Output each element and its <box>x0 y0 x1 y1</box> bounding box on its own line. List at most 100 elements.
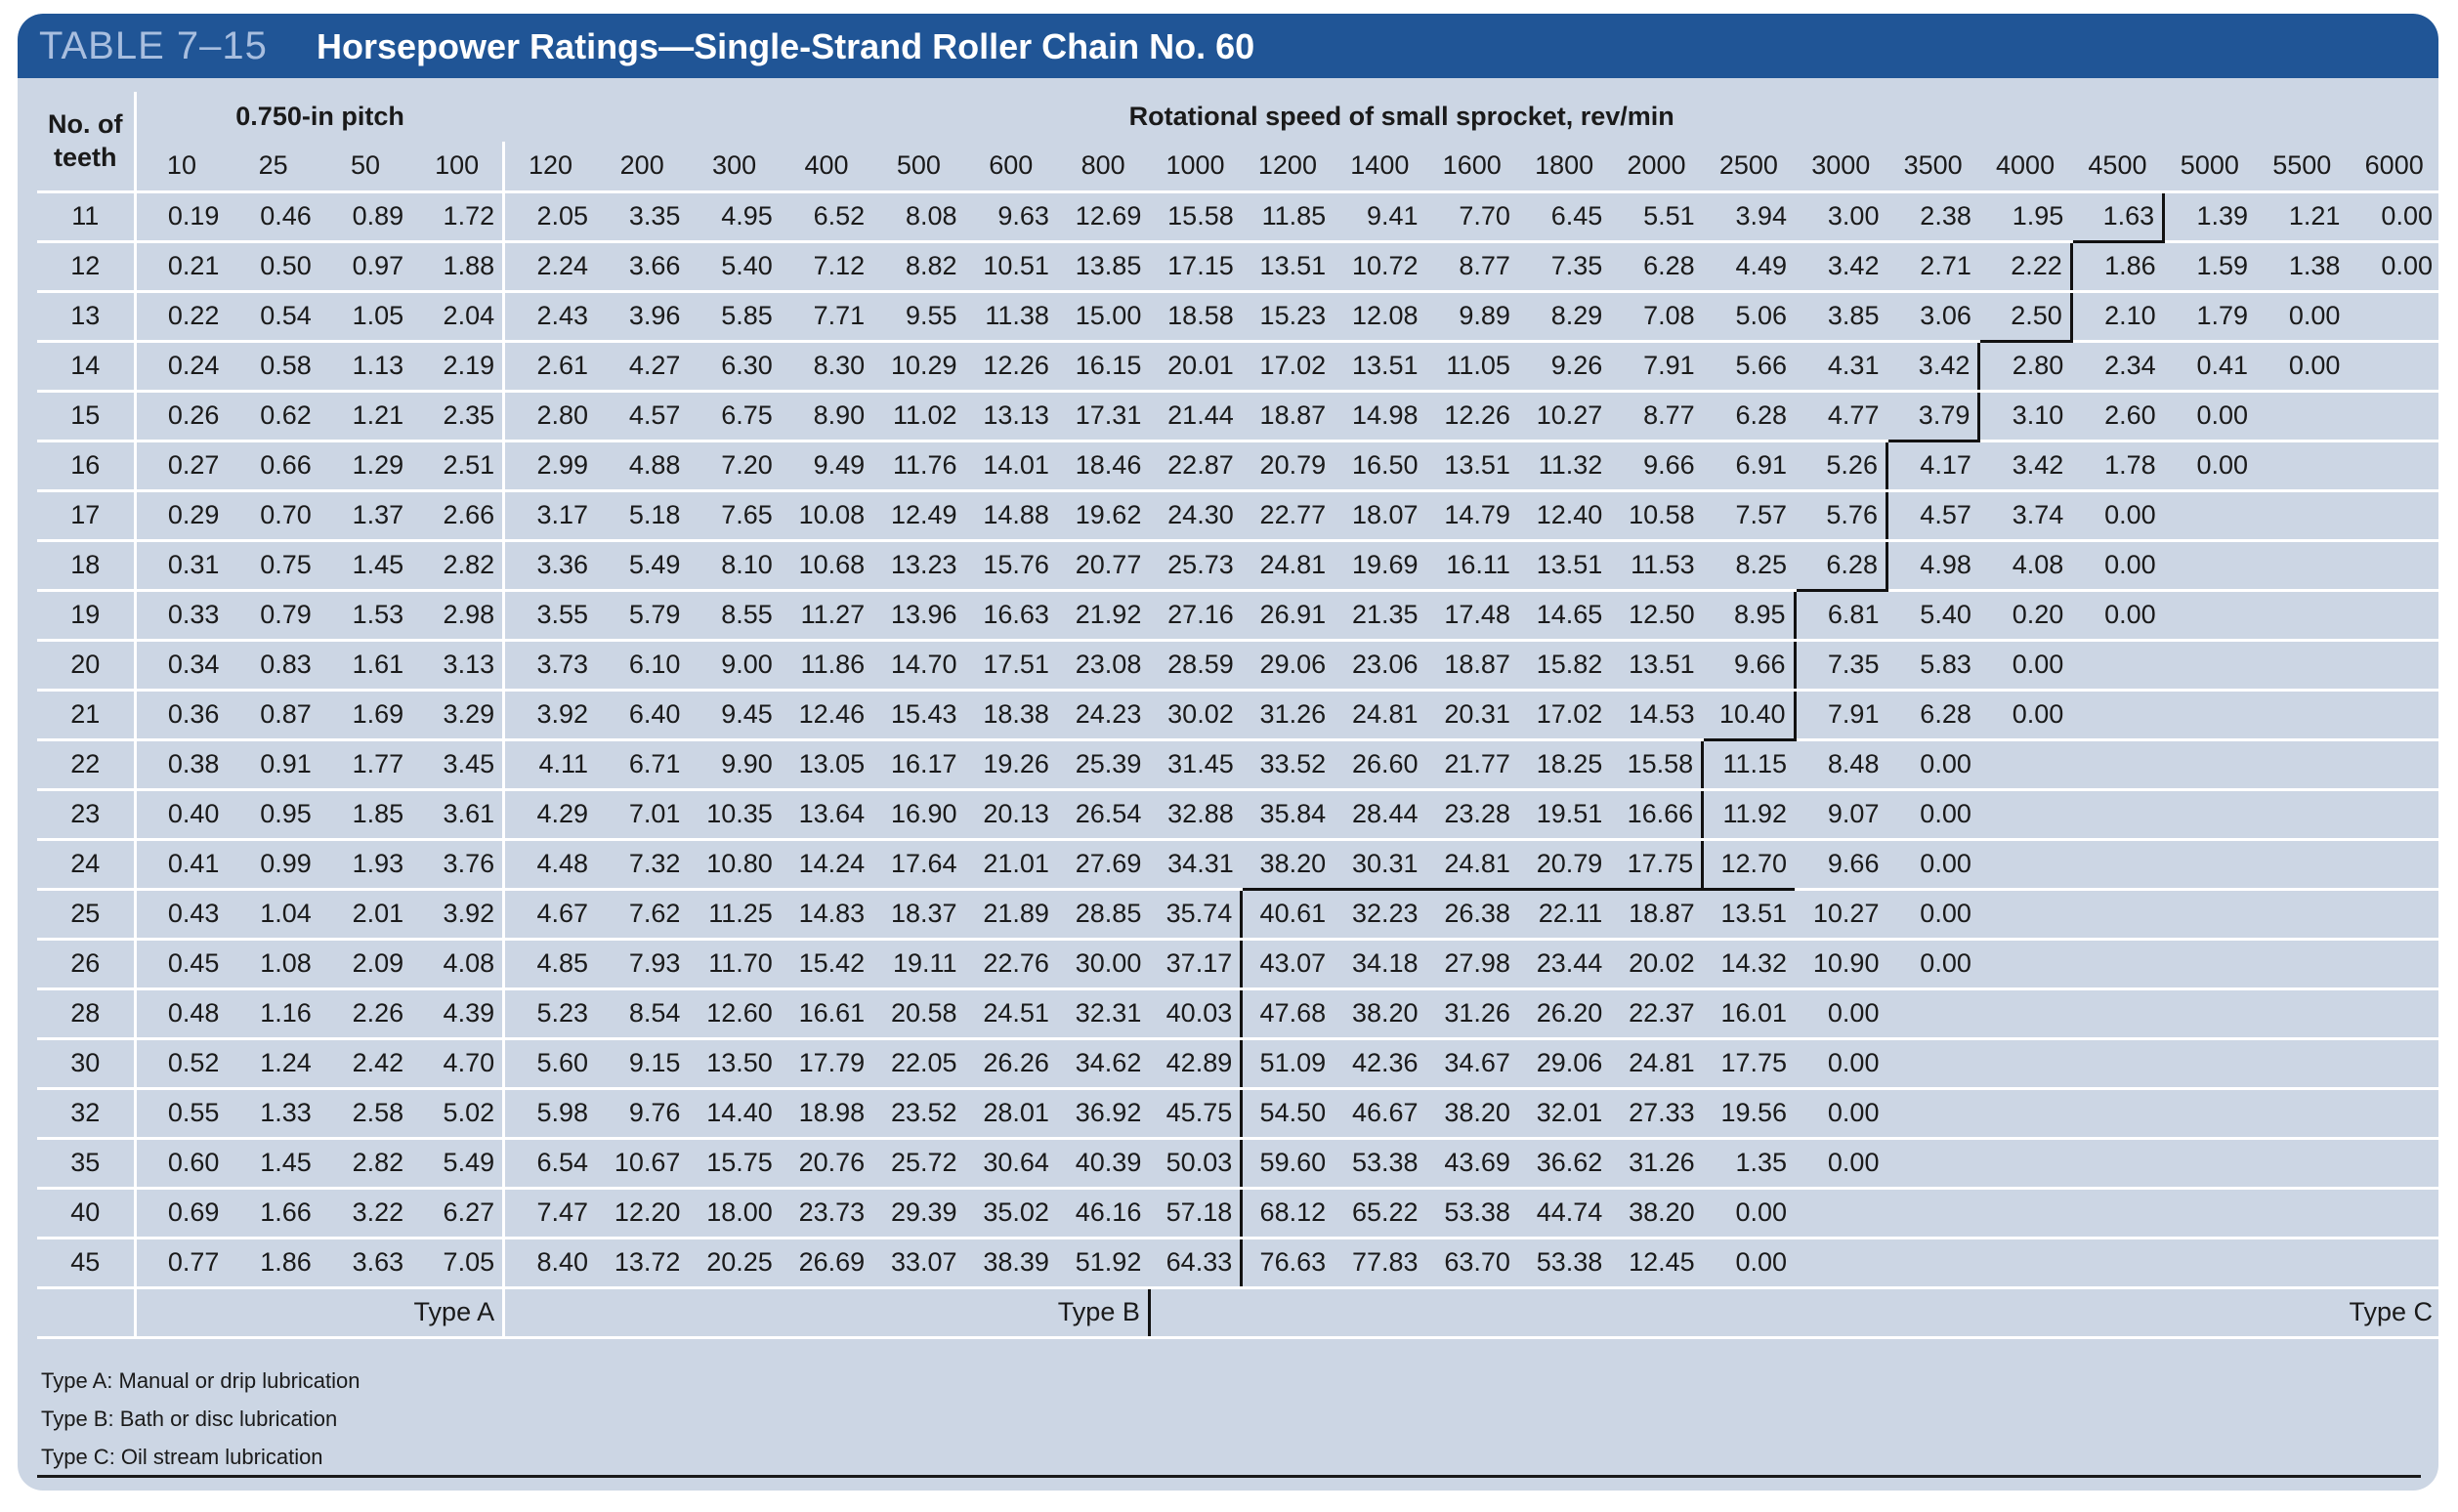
value-cell: 0.60 <box>133 1138 228 1190</box>
value-cell <box>2348 590 2438 642</box>
value-cell <box>2348 839 2438 891</box>
value-cell: 0.66 <box>227 441 319 492</box>
value-cell: 0.00 <box>2163 391 2257 442</box>
teeth-cell: 26 <box>37 939 135 990</box>
value-cell: 4.85 <box>502 939 596 990</box>
value-cell: 10.27 <box>1795 889 1887 941</box>
value-cell: 0.00 <box>1886 789 1979 841</box>
value-cell: 30.00 <box>1056 939 1150 990</box>
value-cell: 1.33 <box>227 1088 319 1140</box>
value-cell <box>2163 839 2257 891</box>
value-cell: 19.69 <box>1334 540 1426 592</box>
value-cell: 18.38 <box>964 690 1057 741</box>
value-cell <box>2071 690 2164 741</box>
value-cell: 0.21 <box>133 241 228 293</box>
value-cell: 2.82 <box>318 1138 412 1190</box>
value-cell: 5.98 <box>502 1088 596 1140</box>
value-cell <box>2071 1238 2164 1289</box>
value-cell: 54.50 <box>1241 1088 1335 1140</box>
value-cell: 30.64 <box>964 1138 1057 1190</box>
value-cell: 23.08 <box>1056 640 1150 692</box>
value-cell: 11.76 <box>872 441 965 492</box>
value-cell <box>2348 939 2438 990</box>
value-cell: 24.81 <box>1241 540 1335 592</box>
value-cell: 24.23 <box>1056 690 1150 741</box>
value-cell: 6.10 <box>596 640 689 692</box>
value-cell: 2.50 <box>1978 291 2073 343</box>
value-cell <box>2256 789 2349 841</box>
value-cell: 3.73 <box>502 640 596 692</box>
value-cell: 20.02 <box>1610 939 1703 990</box>
value-cell: 0.43 <box>133 889 228 941</box>
speed-header: 10 <box>133 142 228 193</box>
value-cell <box>1978 1238 2072 1289</box>
value-cell: 9.55 <box>872 291 965 343</box>
value-cell: 6.52 <box>780 191 873 243</box>
value-cell: 2.34 <box>2071 341 2164 393</box>
value-cell: 36.92 <box>1056 1088 1150 1140</box>
value-cell: 12.70 <box>1702 839 1796 891</box>
value-cell: 0.20 <box>1978 590 2072 642</box>
table-row: 11 0.19 0.46 0.89 1.72 2.05 3.35 4.95 6.52 8.08 9.… <box>37 191 2438 243</box>
value-cell: 2.04 <box>411 291 504 343</box>
speed-header: 200 <box>596 142 689 193</box>
value-cell: 6.40 <box>596 690 689 741</box>
value-cell <box>2071 889 2164 941</box>
table-row: 32 0.55 1.33 2.58 5.02 5.98 9.76 14.40 18.98 23.5… <box>37 1088 2438 1140</box>
value-cell: 0.46 <box>227 191 319 243</box>
value-cell: 3.61 <box>411 789 504 841</box>
value-cell: 24.30 <box>1149 490 1242 542</box>
value-cell: 13.51 <box>1334 341 1426 393</box>
value-cell: 24.81 <box>1334 690 1426 741</box>
value-cell: 9.89 <box>1425 291 1518 343</box>
value-cell: 0.19 <box>133 191 228 243</box>
speed-header: 400 <box>780 142 873 193</box>
value-cell: 9.00 <box>688 640 781 692</box>
value-cell: 2.98 <box>411 590 504 642</box>
value-cell: 37.17 <box>1149 939 1244 990</box>
value-cell: 23.52 <box>872 1088 965 1140</box>
value-cell: 38.20 <box>1241 839 1335 891</box>
teeth-cell: 14 <box>37 341 135 393</box>
value-cell: 8.77 <box>1425 241 1518 293</box>
value-cell: 13.64 <box>780 789 873 841</box>
value-cell: 0.77 <box>133 1238 228 1289</box>
value-cell <box>2348 640 2438 692</box>
value-cell <box>2163 1188 2257 1239</box>
value-cell: 19.51 <box>1517 789 1611 841</box>
value-cell: 20.25 <box>688 1238 781 1289</box>
value-cell <box>2071 839 2164 891</box>
value-cell: 5.51 <box>1610 191 1703 243</box>
teeth-cell: 35 <box>37 1138 135 1190</box>
value-cell <box>2071 939 2164 990</box>
value-cell: 28.59 <box>1149 640 1242 692</box>
value-cell: 6.27 <box>411 1188 504 1239</box>
value-cell: 42.36 <box>1334 1038 1426 1090</box>
value-cell: 20.31 <box>1425 690 1518 741</box>
value-cell: 4.27 <box>596 341 689 393</box>
value-cell: 22.87 <box>1149 441 1242 492</box>
value-cell: 46.16 <box>1056 1188 1150 1239</box>
value-cell <box>2256 988 2349 1040</box>
type-c-label: Type C <box>1147 1287 2438 1339</box>
value-cell: 10.29 <box>872 341 965 393</box>
teeth-cell: 28 <box>37 988 135 1040</box>
speed-header: 2000 <box>1610 142 1703 193</box>
value-cell: 32.88 <box>1149 789 1242 841</box>
value-cell: 1.16 <box>227 988 319 1040</box>
value-cell <box>1978 1088 2072 1140</box>
value-cell: 18.07 <box>1334 490 1426 542</box>
value-cell: 14.24 <box>780 839 873 891</box>
value-cell: 1.61 <box>318 640 412 692</box>
value-cell: 21.77 <box>1425 739 1518 791</box>
value-cell: 1.39 <box>2163 191 2257 243</box>
pitch-label: 0.750-in pitch <box>133 92 504 142</box>
value-cell: 9.49 <box>780 441 873 492</box>
value-cell: 13.51 <box>1610 640 1703 692</box>
teeth-header-line2: teeth <box>53 143 117 173</box>
value-cell: 5.79 <box>596 590 689 642</box>
table-row: 35 0.60 1.45 2.82 5.49 6.54 10.67 15.75 20.76 25.… <box>37 1138 2438 1190</box>
teeth-cell: 16 <box>37 441 135 492</box>
teeth-cell: 32 <box>37 1088 135 1140</box>
teeth-cell: 25 <box>37 889 135 941</box>
